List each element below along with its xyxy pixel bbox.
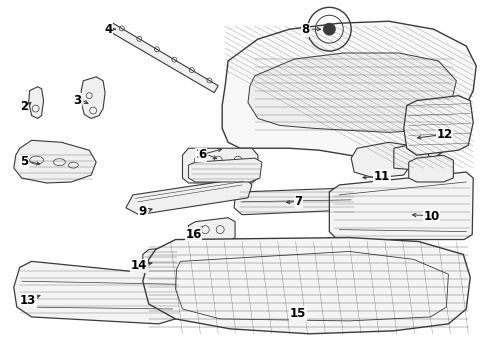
Circle shape: [303, 305, 311, 313]
Text: 12: 12: [436, 129, 452, 141]
Text: 10: 10: [423, 210, 439, 223]
Polygon shape: [188, 158, 262, 182]
Polygon shape: [247, 53, 455, 132]
Polygon shape: [222, 21, 475, 162]
Polygon shape: [142, 247, 178, 274]
Polygon shape: [142, 238, 469, 334]
Text: 7: 7: [294, 195, 302, 208]
Polygon shape: [188, 218, 235, 242]
Polygon shape: [126, 178, 251, 215]
Circle shape: [323, 23, 335, 35]
Text: 6: 6: [198, 148, 206, 161]
Polygon shape: [403, 96, 472, 155]
Polygon shape: [14, 140, 96, 183]
Polygon shape: [328, 172, 472, 239]
Text: 4: 4: [104, 23, 112, 36]
Polygon shape: [81, 77, 105, 118]
Text: 16: 16: [185, 228, 202, 240]
Text: 1: 1: [195, 148, 203, 161]
Polygon shape: [29, 87, 43, 118]
Text: 8: 8: [301, 23, 309, 36]
Text: 3: 3: [73, 94, 81, 107]
Polygon shape: [350, 142, 410, 178]
Polygon shape: [109, 23, 218, 93]
Polygon shape: [14, 261, 182, 324]
Text: 11: 11: [373, 170, 389, 183]
Text: 2: 2: [20, 100, 28, 113]
Text: 15: 15: [289, 307, 305, 320]
Text: 14: 14: [131, 260, 147, 273]
Polygon shape: [182, 148, 257, 183]
Text: 9: 9: [139, 205, 147, 218]
Polygon shape: [234, 188, 356, 215]
Text: 13: 13: [20, 294, 36, 307]
Polygon shape: [393, 143, 427, 170]
Polygon shape: [408, 155, 452, 182]
Text: 5: 5: [20, 155, 28, 168]
